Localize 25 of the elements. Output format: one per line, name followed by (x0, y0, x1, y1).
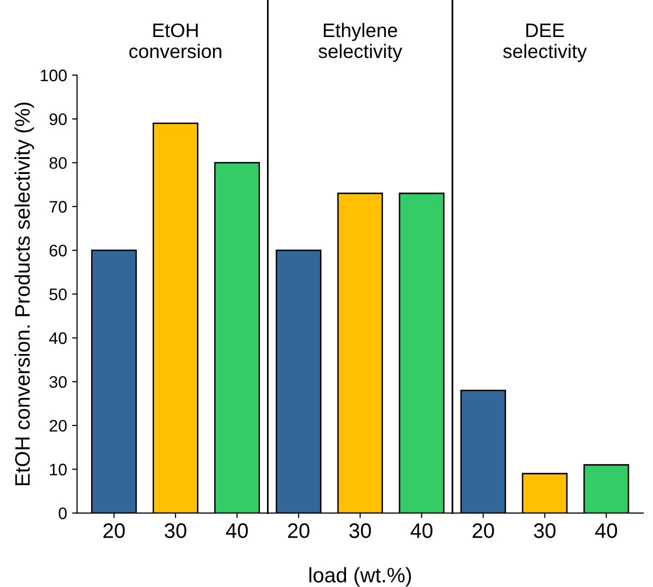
text: Ethylene selectivity (318, 22, 402, 62)
y-tick-label: 10 (50, 464, 67, 476)
x-tick-label: 20 (103, 523, 125, 538)
y-tick-label: 50 (49, 288, 67, 300)
y-tick-label: 60 (50, 244, 67, 256)
y-tick-label: 30 (49, 376, 67, 388)
x-tick-label: 30 (534, 523, 556, 538)
y-tick-label: 70 (50, 200, 67, 213)
y-tick-label: 100 (40, 70, 67, 82)
x-tick-label: 40 (595, 523, 618, 538)
y-tick-label: 0 (58, 507, 67, 520)
x-tick-label: 30 (349, 523, 371, 538)
text: EtOH conversion (129, 23, 222, 58)
x-tick-label: 20 (472, 523, 494, 538)
y-axis-title: EtOH conversion. Products selectivity (%) (14, 102, 34, 486)
y-tick-label: 80 (50, 157, 67, 169)
x-tick-label: 20 (288, 523, 310, 538)
text: DEE selectivity (503, 24, 587, 62)
x-tick-label: 30 (164, 523, 186, 538)
x-tick-label: 40 (410, 523, 432, 538)
y-tick-label: 90 (50, 113, 67, 126)
y-tick-label: 20 (50, 420, 67, 432)
x-tick-label: 40 (226, 523, 248, 538)
x-axis-title: load (wt.%) (309, 567, 411, 587)
y-tick-label: 40 (49, 332, 67, 344)
